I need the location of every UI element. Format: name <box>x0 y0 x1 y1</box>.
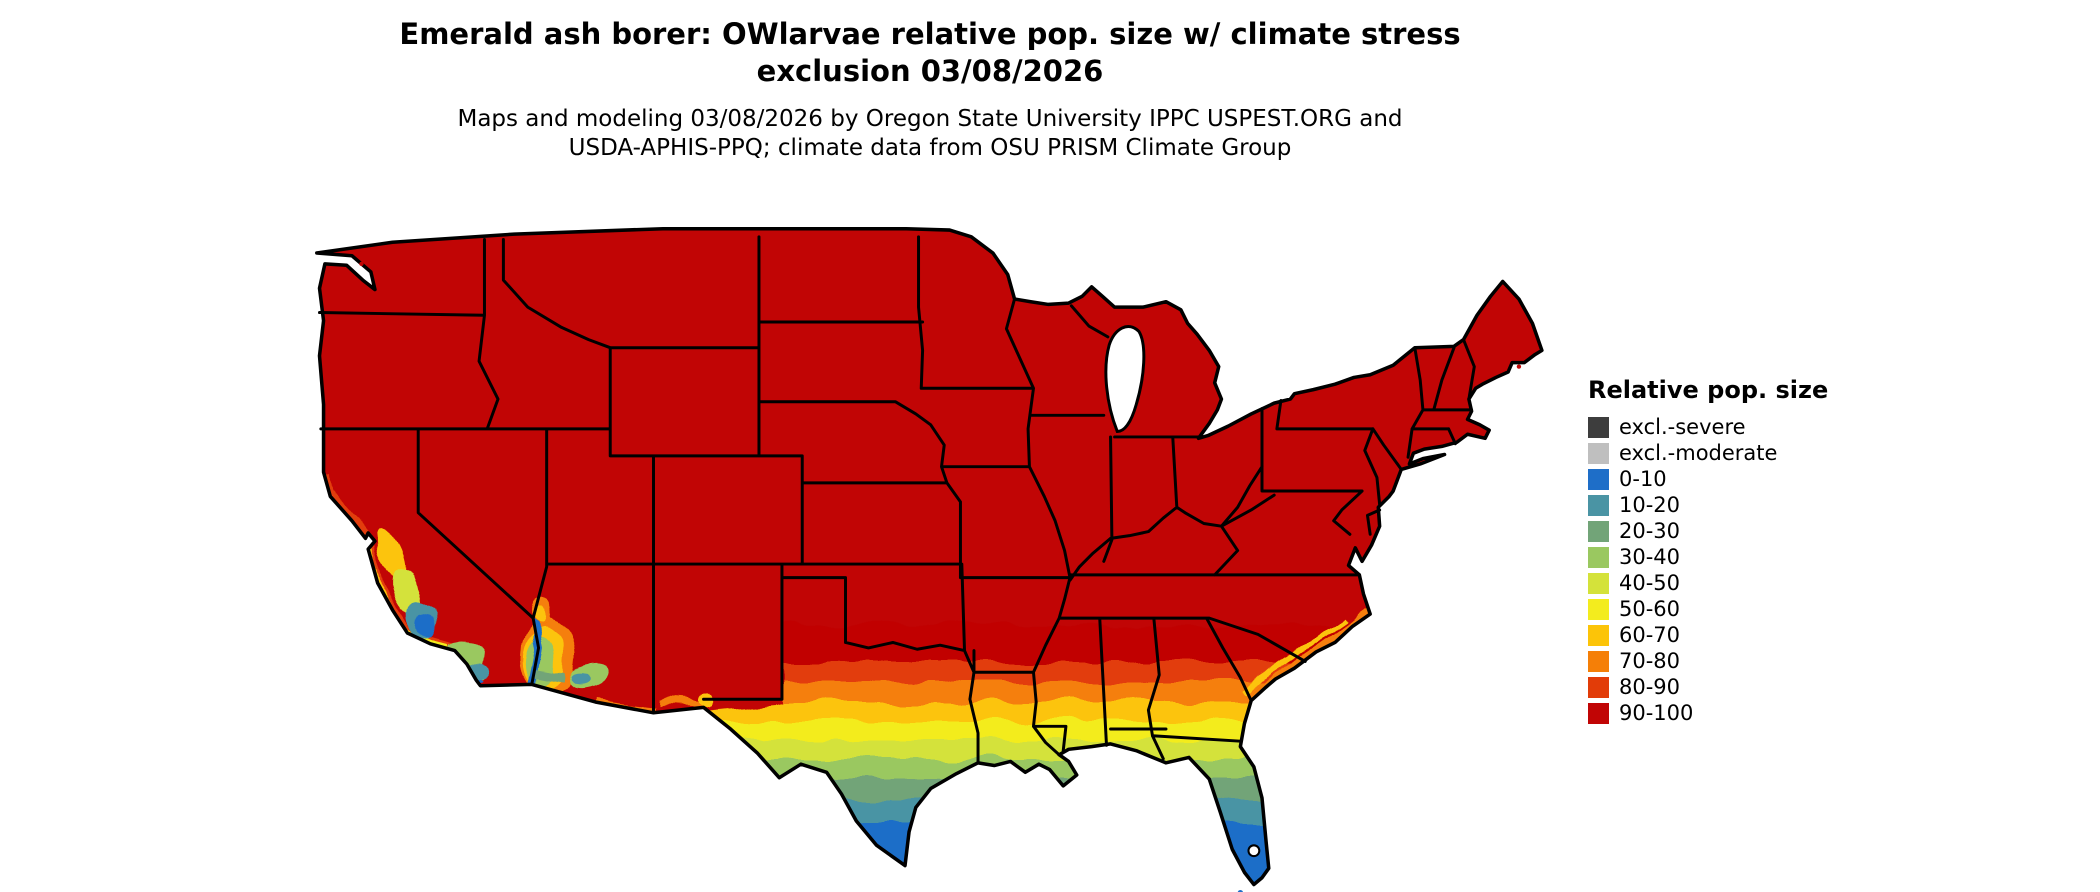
map-subtitle-line1: Maps and modeling 03/08/2026 by Oregon S… <box>457 106 1403 133</box>
legend-item: 90-100 <box>1588 700 1828 726</box>
map-title-line1: Emerald ash borer: OWlarvae relative pop… <box>399 17 1461 51</box>
legend-swatch <box>1588 468 1609 490</box>
legend-title: Relative pop. size <box>1588 376 1829 404</box>
us-map-svg <box>315 226 1544 892</box>
map-title: Emerald ash borer: OWlarvae relative pop… <box>310 16 1550 90</box>
legend-swatch <box>1588 442 1609 464</box>
phoenix-teal <box>569 673 592 685</box>
legend-item-label: excl.-moderate <box>1619 441 1778 465</box>
legend-item-label: 90-100 <box>1619 701 1694 725</box>
gila-river-green <box>535 668 564 682</box>
florida-keys-dot <box>1237 889 1243 892</box>
puget-island-dot <box>359 261 364 267</box>
southeast-coast-yellow <box>1241 615 1347 695</box>
legend-item: excl.-moderate <box>1588 440 1828 466</box>
legend-item-label: 80-90 <box>1619 675 1681 699</box>
legend-swatch <box>1588 676 1609 698</box>
legend-item-label: 20-30 <box>1619 519 1681 543</box>
map-subtitle-line2: USDA-APHIS-PPQ; climate data from OSU PR… <box>568 134 1292 161</box>
legend-item-label: 40-50 <box>1619 571 1681 595</box>
legend-item: 50-60 <box>1588 596 1828 622</box>
central-valley-north <box>375 529 404 578</box>
legend-item-label: 50-60 <box>1619 597 1681 621</box>
lake-okeechobee <box>1247 844 1261 858</box>
legend-item: 70-80 <box>1588 648 1828 674</box>
legend-swatch <box>1588 598 1609 620</box>
us-map <box>310 226 1546 892</box>
legend-item: 40-50 <box>1588 570 1828 596</box>
legend-item-label: 10-20 <box>1619 493 1681 517</box>
legend-swatch <box>1588 546 1609 568</box>
legend-item: 20-30 <box>1588 518 1828 544</box>
legend-item: 30-40 <box>1588 544 1828 570</box>
legend-swatch <box>1588 416 1609 438</box>
lake-michigan <box>1104 325 1146 434</box>
south-gradient-region <box>700 624 1418 885</box>
legend: Relative pop. size excl.-severe excl.-mo… <box>1588 376 1828 726</box>
legend-swatch <box>1588 572 1609 594</box>
legend-swatch <box>1588 494 1609 516</box>
legend-swatch <box>1588 520 1609 542</box>
legend-item: 80-90 <box>1588 674 1828 700</box>
us-outline <box>315 226 1544 887</box>
legend-item: 60-70 <box>1588 622 1828 648</box>
state-borders <box>318 235 1476 765</box>
legend-item-label: excl.-severe <box>1619 415 1746 439</box>
legend-item-label: 70-80 <box>1619 649 1681 673</box>
legend-item-label: 30-40 <box>1619 545 1681 569</box>
legend-item-label: 0-10 <box>1619 467 1667 491</box>
legend-item: 0-10 <box>1588 466 1828 492</box>
legend-swatch <box>1588 624 1609 646</box>
legend-swatch <box>1588 650 1609 672</box>
legend-item: excl.-severe <box>1588 414 1828 440</box>
header: Emerald ash borer: OWlarvae relative pop… <box>310 16 1550 163</box>
map-subtitle: Maps and modeling 03/08/2026 by Oregon S… <box>310 105 1550 163</box>
legend-item-label: 60-70 <box>1619 623 1681 647</box>
central-valley-blue <box>418 614 437 638</box>
legend-swatch <box>1588 702 1609 724</box>
legend-item: 10-20 <box>1588 492 1828 518</box>
maine-island-dot <box>1516 364 1522 369</box>
nm-border-strip <box>657 698 704 709</box>
map-title-line2: exclusion 03/08/2026 <box>756 54 1104 89</box>
